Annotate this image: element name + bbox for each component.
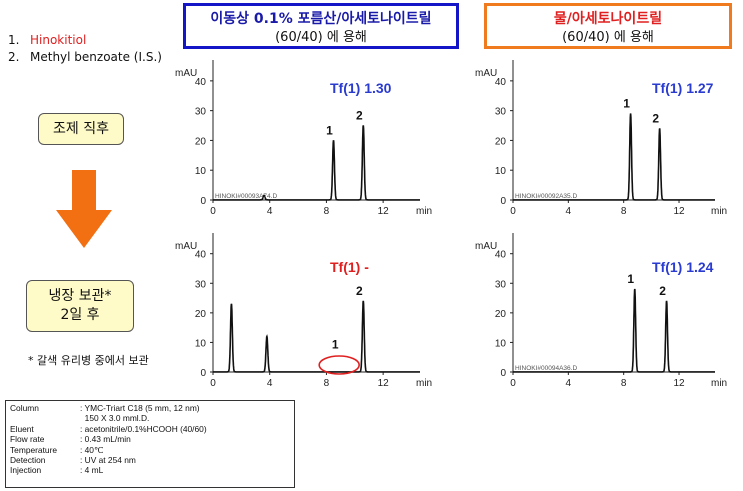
y-tick-label: 10 xyxy=(495,338,507,349)
x-tick-label: 8 xyxy=(621,378,627,389)
compound-item-1: 1. Hinokitiol xyxy=(8,33,87,47)
stage-label-fresh: 조제 직후 xyxy=(38,113,124,145)
peak-label-1: 1 xyxy=(332,337,339,351)
y-tick-label: 0 xyxy=(500,196,506,207)
y-tick-label: 40 xyxy=(195,250,207,261)
y-tick-label: 30 xyxy=(195,107,207,118)
x-tick-label: 12 xyxy=(378,206,390,217)
compound-name-2: Methyl benzoate (I.S.) xyxy=(30,50,162,64)
chromatogram-trace xyxy=(513,113,715,201)
y-tick-label: 0 xyxy=(200,196,206,207)
x-tick-label: 8 xyxy=(324,206,330,217)
x-tick-label: 0 xyxy=(210,206,216,217)
peak-label-2: 2 xyxy=(652,112,659,126)
y-tick-label: 20 xyxy=(195,309,207,320)
missing-peak-highlight xyxy=(318,355,360,375)
y-tick-label: 30 xyxy=(495,107,507,118)
peak-label-2: 2 xyxy=(659,284,666,298)
tailing-factor-label: Tf(1) 1.27 xyxy=(652,80,714,96)
y-tick-label: 10 xyxy=(195,338,207,349)
x-tick-label: 12 xyxy=(378,378,390,389)
header-water-subtitle: (60/40) 에 용해 xyxy=(562,30,654,45)
cond-eluent: Eluent: acetonitrile/0.1%HCOOH (40/60) xyxy=(10,423,207,434)
x-tick-label: 8 xyxy=(324,378,330,389)
peak-label-1: 1 xyxy=(326,123,333,137)
cond-flow-rate: Flow rate: 0.43 mL/min xyxy=(10,434,131,445)
cond-column: Column: YMC-Triart C18 (5 mm, 12 nm) xyxy=(10,403,200,413)
header-water-title: 물/아세토나이트릴 xyxy=(553,11,663,27)
y-axis-label: mAU xyxy=(175,68,197,79)
y-axis-label: mAU xyxy=(475,241,497,252)
data-file-label: HINOKI#00092A35.D xyxy=(515,193,577,200)
x-tick-label: 4 xyxy=(566,206,572,217)
stage-label-stored-line1: 냉장 보관* xyxy=(48,288,112,304)
tailing-factor-label: Tf(1) - xyxy=(330,259,369,275)
data-file-label: HINOKI#00094A36.D xyxy=(515,365,577,372)
y-tick-label: 40 xyxy=(195,77,207,88)
peak-label-1: 1 xyxy=(627,272,634,286)
y-tick-label: 40 xyxy=(495,250,507,261)
peak-label-1: 1 xyxy=(623,97,630,111)
y-tick-label: 10 xyxy=(495,166,507,177)
x-tick-label: 0 xyxy=(210,378,216,389)
y-tick-label: 40 xyxy=(495,77,507,88)
y-tick-label: 20 xyxy=(495,309,507,320)
y-tick-label: 30 xyxy=(495,279,507,290)
tailing-factor-label: Tf(1) 1.24 xyxy=(652,259,714,275)
stage-label-stored: 냉장 보관* 2일 후 xyxy=(26,280,134,332)
compound-item-2: 2. Methyl benzoate (I.S.) xyxy=(8,50,162,64)
x-axis-label: min xyxy=(711,378,727,389)
stage-label-stored-line2: 2일 후 xyxy=(60,307,100,323)
chromatogram-trace xyxy=(213,300,420,373)
x-tick-label: 12 xyxy=(673,206,685,217)
x-tick-label: 8 xyxy=(621,206,627,217)
x-axis-label: min xyxy=(711,206,727,217)
cond-detection: Detection: UV at 254 nm xyxy=(10,455,136,466)
x-axis-label: min xyxy=(416,206,432,217)
x-tick-label: 0 xyxy=(510,206,516,217)
tailing-factor-label: Tf(1) 1.30 xyxy=(330,80,392,96)
down-arrow-icon xyxy=(56,170,112,248)
header-mobile-phase: 이동상 0.1% 포름산/아세토나이트릴 (60/40) 에 용해 xyxy=(183,3,459,49)
storage-footnote: * 갈색 유리병 중에서 보관 xyxy=(28,354,149,367)
y-tick-label: 30 xyxy=(195,279,207,290)
compound-list: 1. Hinokitiol 2. Methyl benzoate (I.S.) xyxy=(8,32,162,66)
y-axis-label: mAU xyxy=(475,68,497,79)
y-tick-label: 10 xyxy=(195,166,207,177)
x-tick-label: 4 xyxy=(267,206,273,217)
peak-label-2: 2 xyxy=(356,109,363,123)
y-tick-label: 0 xyxy=(200,368,206,379)
chromatogram-trace xyxy=(213,125,420,201)
x-tick-label: 4 xyxy=(566,378,572,389)
cond-column-dims: 150 X 3.0 mml.D. xyxy=(84,413,150,424)
y-axis-label: mAU xyxy=(175,241,197,252)
data-file-label: HINOKI#00093A74.D xyxy=(215,193,277,200)
y-tick-label: 20 xyxy=(195,136,207,147)
y-tick-label: 20 xyxy=(495,136,507,147)
compound-name-1: Hinokitiol xyxy=(30,33,87,47)
conditions-box: Column: YMC-Triart C18 (5 mm, 12 nm) 150… xyxy=(5,400,295,488)
x-tick-label: 12 xyxy=(673,378,685,389)
header-mobile-phase-title: 이동상 0.1% 포름산/아세토나이트릴 xyxy=(210,11,432,27)
y-tick-label: 0 xyxy=(500,368,506,379)
cond-temperature: Temperature: 40℃ xyxy=(10,444,104,455)
x-tick-label: 4 xyxy=(267,378,273,389)
x-tick-label: 0 xyxy=(510,378,516,389)
chromatogram-trace xyxy=(513,288,715,373)
cond-injection: Injection: 4 mL xyxy=(10,465,104,476)
header-water-acetonitrile: 물/아세토나이트릴 (60/40) 에 용해 xyxy=(484,3,732,49)
header-mobile-phase-subtitle: (60/40) 에 용해 xyxy=(275,30,367,45)
x-axis-label: min xyxy=(416,378,432,389)
peak-label-2: 2 xyxy=(356,284,363,298)
